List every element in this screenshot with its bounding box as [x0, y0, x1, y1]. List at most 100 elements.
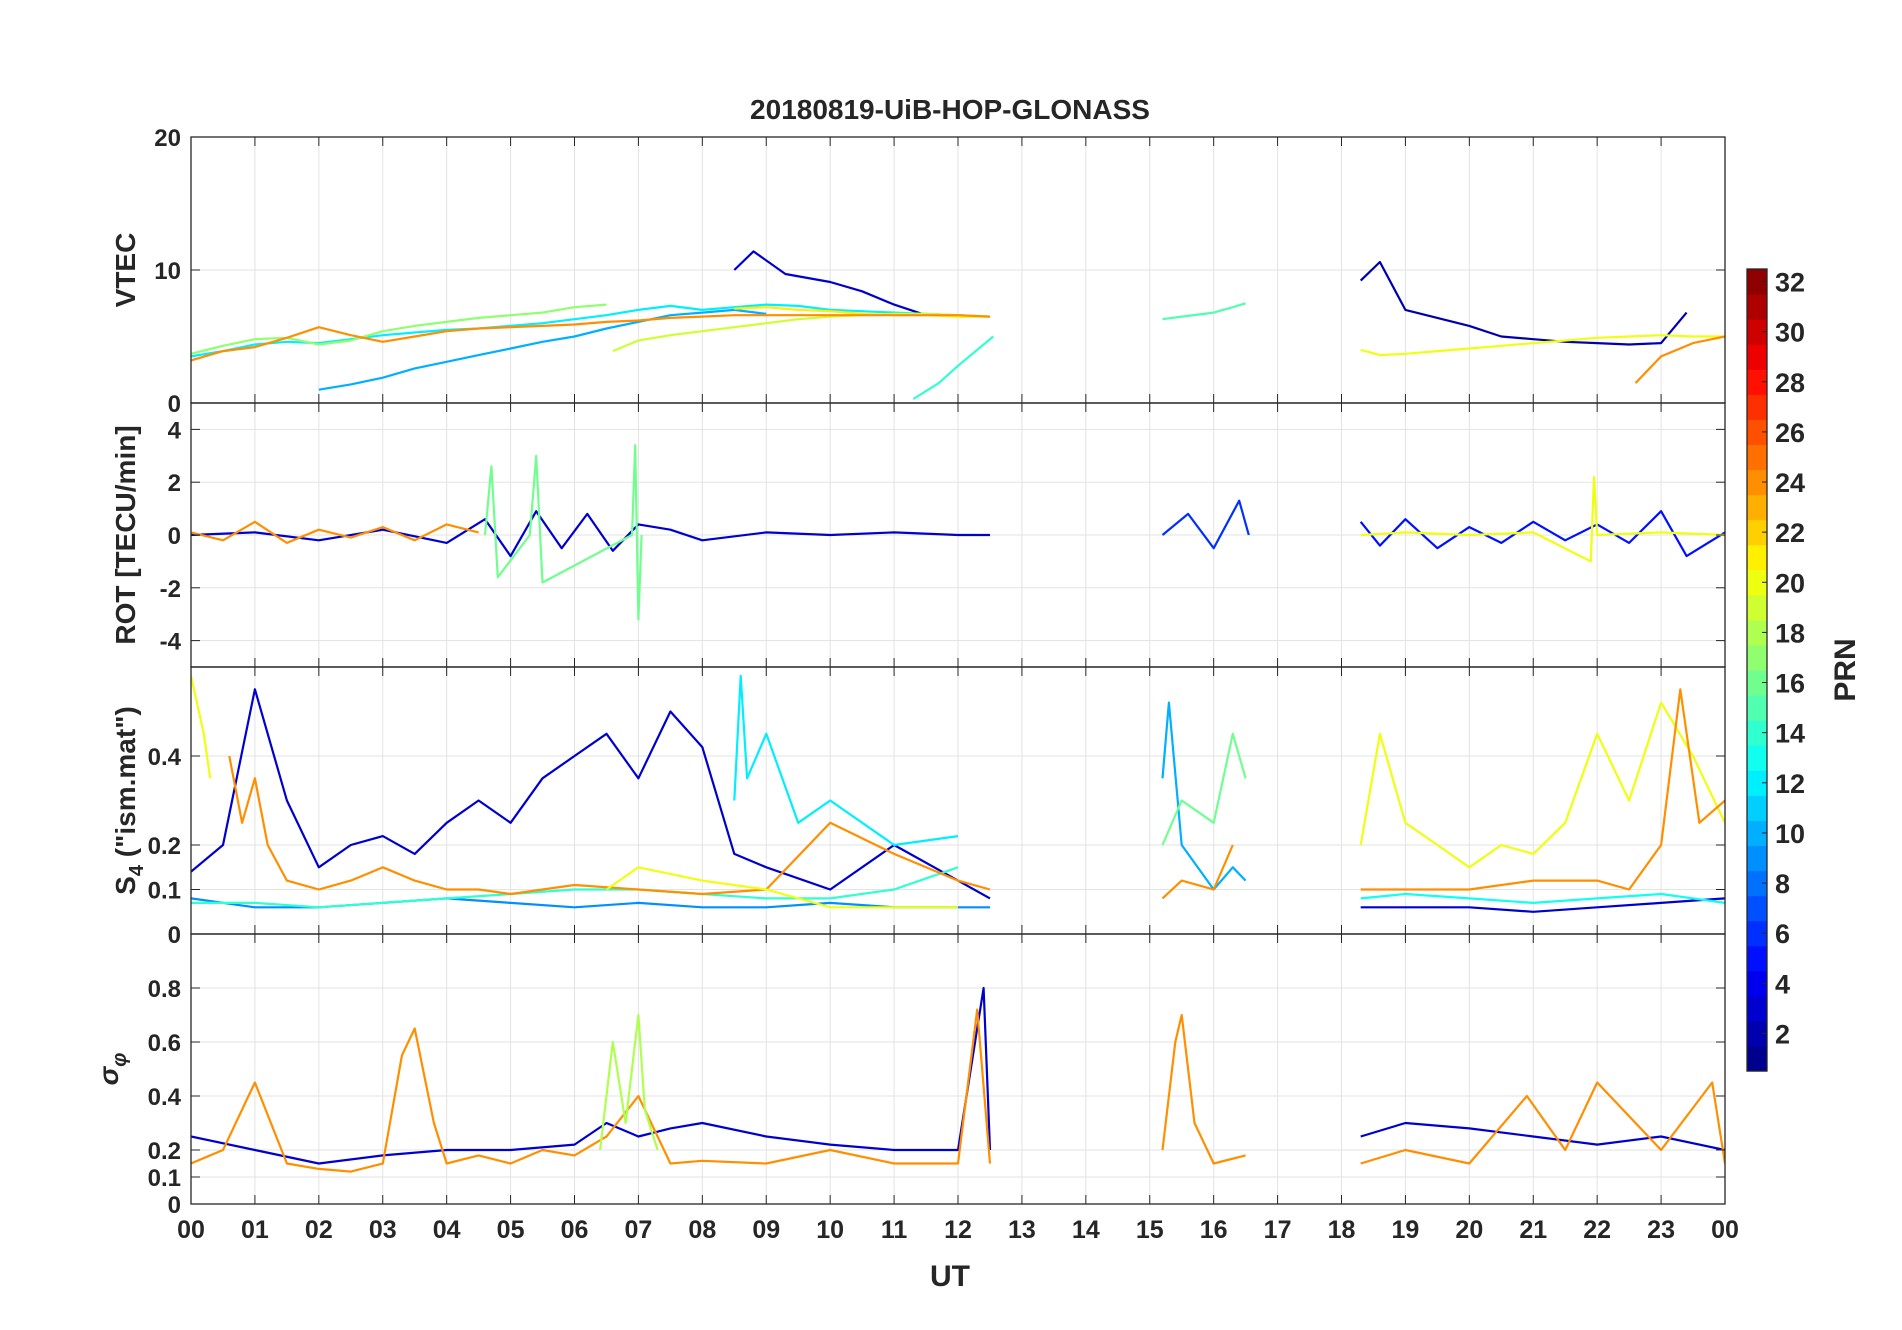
y-tick-label-sigma_phi: 0.2: [148, 1138, 181, 1165]
colorbar-tick-label: 8: [1775, 869, 1790, 899]
series-line-vtec-prn3: [733, 250, 927, 317]
series-line-rot-prn3: [191, 510, 990, 558]
series-line-s4-prn3: [191, 688, 991, 900]
x-tick-label: 11: [881, 1216, 908, 1244]
colorbar-label: PRN: [1829, 638, 1862, 701]
colorbar-swatch: [1747, 419, 1767, 446]
x-tick-label: 23: [1647, 1216, 1675, 1244]
panel-s4: 0 0.1 0.2 0.4S4 ("ism.mat"): [110, 666, 1726, 949]
y-tick-label-rot: 2: [168, 470, 181, 497]
x-tick-label: 03: [369, 1216, 397, 1244]
colorbar-tick-label: 28: [1775, 368, 1805, 398]
x-tick-label: 12: [944, 1216, 972, 1244]
colorbar-swatch: [1747, 569, 1767, 596]
x-tick-label: 06: [561, 1216, 589, 1244]
y-tick-label-sigma_phi: 0.8: [148, 976, 181, 1003]
x-tick-label: 09: [752, 1216, 780, 1244]
colorbar-swatch: [1747, 995, 1767, 1022]
x-tick-label: 22: [1583, 1216, 1611, 1244]
series-line-rot-prn20: [1360, 475, 1725, 563]
colorbar-swatch: [1747, 344, 1767, 370]
y-axis-label-vtec: VTEC: [110, 233, 141, 308]
y-tick-label-s4: 0.2: [148, 833, 181, 860]
colorbar-swatch: [1747, 619, 1767, 646]
series-line-s4-prn20: [1359, 701, 1725, 869]
series-line-s4-prn16: [1161, 732, 1247, 846]
colorbar-tick-label: 18: [1775, 618, 1805, 648]
series-group-rot: [191, 444, 1725, 621]
series-line-sigma_phi-prn24: [1360, 1081, 1725, 1165]
colorbar-swatch: [1747, 845, 1767, 872]
x-tick-label: 14: [1072, 1216, 1100, 1244]
x-tick-label: 00: [177, 1216, 205, 1244]
colorbar-tick-label: 20: [1775, 568, 1805, 598]
x-tick-label: 20: [1455, 1216, 1483, 1244]
colorbar-swatch: [1747, 695, 1767, 721]
x-tick-label: 15: [1136, 1216, 1164, 1244]
y-tick-label-sigma_phi: 0.4: [148, 1084, 182, 1111]
series-line-sigma_phi-prn3: [191, 986, 992, 1165]
y-tick-label-rot: 4: [168, 417, 182, 444]
colorbar-tick-label: 24: [1775, 468, 1805, 498]
series-line-sigma_phi-prn18: [599, 1013, 659, 1151]
colorbar-tick-label: 2: [1775, 1019, 1790, 1049]
colorbar-tick-label: 30: [1775, 318, 1805, 348]
series-line-rot-prn24: [191, 520, 479, 544]
series-line-vtec-prn2: [1359, 260, 1688, 346]
colorbar-swatch: [1747, 444, 1767, 471]
colorbar-tick-label: 10: [1775, 819, 1805, 849]
series-line-rot-prn5: [1359, 510, 1725, 558]
y-tick-label-sigma_phi: 0.6: [148, 1030, 181, 1057]
series-group-s4: [191, 674, 1725, 913]
series-line-s4-prn14: [191, 866, 959, 909]
colorbar-swatch: [1747, 1045, 1767, 1072]
x-tick-label: 07: [625, 1216, 653, 1244]
colorbar-tick-label: 6: [1775, 919, 1790, 949]
y-axis-label-s4: S4 ("ism.mat"): [110, 706, 148, 895]
series-line-vtec-prn24: [191, 314, 991, 362]
x-tick-label: 02: [305, 1216, 333, 1244]
colorbar-swatch: [1747, 469, 1767, 496]
series-line-s4-prn24: [1360, 688, 1725, 891]
x-tick-label: 00: [1711, 1216, 1739, 1244]
y-axis-label-sigma_phi: σφ: [93, 1053, 131, 1086]
y-tick-label-sigma_phi: 0: [168, 1192, 181, 1219]
colorbar-swatch: [1747, 369, 1767, 395]
series-line-s4-prn13: [1360, 892, 1725, 904]
x-tick-label: 10: [816, 1216, 844, 1244]
colorbar-swatch: [1747, 294, 1767, 320]
colorbar-swatch: [1747, 269, 1767, 295]
x-tick-label: 13: [1008, 1216, 1036, 1244]
y-tick-label-s4: 0.4: [148, 744, 182, 771]
grid-vtec: [191, 137, 1725, 403]
series-line-vtec-prn12: [191, 303, 991, 358]
y-tick-label-sigma_phi: 0.1: [148, 1165, 181, 1192]
series-line-vtec-prn10: [318, 308, 767, 391]
panel-sigma_phi: 00.10.2 0.4 0.6 0.8 σφ: [93, 933, 1726, 1219]
colorbar-swatch: [1747, 920, 1767, 947]
x-tick-label: 01: [241, 1216, 269, 1244]
series-line-vtec-prn15: [1162, 302, 1246, 321]
colorbar-swatch: [1747, 494, 1767, 521]
y-tick-label-rot: 0: [168, 523, 181, 550]
y-tick-label-vtec: 0: [168, 391, 181, 418]
colorbar-swatch: [1747, 319, 1767, 345]
series-line-sigma_phi-prn24: [191, 1008, 992, 1173]
colorbar-swatch: [1747, 895, 1767, 922]
chart-title: 20180819-UiB-HOP-GLONASS: [750, 94, 1150, 125]
x-axis: 00 01 02 03 04 05 06 07 08 09 10 11 12 13 14 15 16 17 18 19…: [177, 1216, 1739, 1244]
series-line-s4-prn20: [605, 866, 958, 909]
panel-rot: -4 -2 0 2 4 ROT [TECU/min]: [110, 402, 1726, 668]
series-line-s4-prn24: [1161, 844, 1234, 900]
y-tick-label-rot: -4: [160, 629, 182, 656]
series-line-sigma_phi-prn3: [1360, 1121, 1725, 1152]
x-tick-label: 04: [433, 1216, 461, 1244]
y-tick-label-vtec: 20: [154, 125, 181, 152]
y-tick-label-vtec: 10: [154, 258, 181, 285]
colorbar-swatch: [1747, 870, 1767, 897]
x-tick-label: 08: [688, 1216, 716, 1244]
series-line-vtec-prn17: [191, 303, 607, 355]
